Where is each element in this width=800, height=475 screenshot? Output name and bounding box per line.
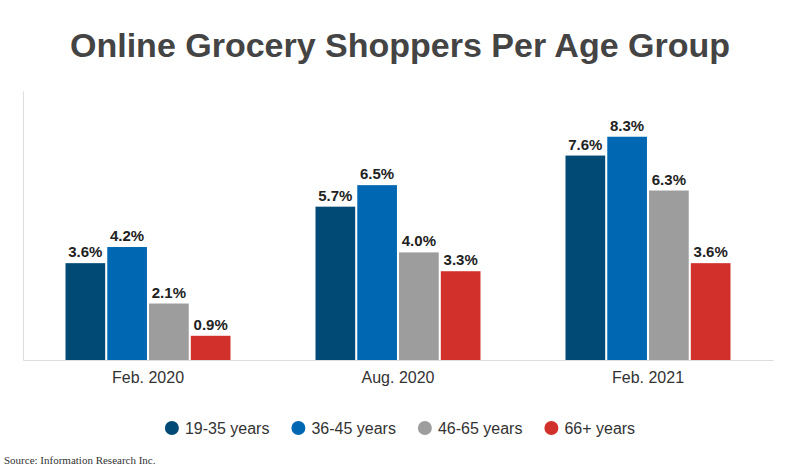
tick: Feb. 2021 bbox=[612, 360, 684, 386]
data-labels: 3.6% 5.7% 7.6% 4.2% 6.5% 8.3% 2.1% 4.0% 6.3% 0.9%… bbox=[68, 117, 728, 333]
legend-label: 19-35 years bbox=[185, 420, 270, 437]
tick-label: Feb. 2021 bbox=[612, 369, 684, 386]
chart: Online Grocery Shoppers Per Age Group 3.6… bbox=[0, 0, 800, 475]
bar bbox=[607, 137, 647, 360]
legend-label: 46-65 years bbox=[438, 420, 523, 437]
bar bbox=[691, 263, 731, 360]
data-label: 3.3% bbox=[444, 251, 478, 268]
bar bbox=[399, 252, 439, 360]
bars bbox=[66, 137, 731, 360]
legend-label: 36-45 years bbox=[311, 420, 396, 437]
bar bbox=[357, 185, 397, 360]
legend: 19-35 years 36-45 years 46-65 years 66+ yea… bbox=[165, 420, 635, 437]
bar bbox=[66, 263, 106, 360]
y-axis bbox=[23, 92, 24, 361]
y-axis-line bbox=[23, 92, 24, 361]
bar bbox=[191, 336, 231, 360]
legend-swatch bbox=[165, 421, 179, 435]
title: Online Grocery Shoppers Per Age Group bbox=[70, 26, 730, 64]
data-label: 2.1% bbox=[152, 284, 186, 301]
x-axis-line bbox=[24, 360, 774, 361]
data-label: 6.3% bbox=[652, 171, 686, 188]
legend-label: 66+ years bbox=[564, 420, 635, 437]
bar bbox=[441, 271, 481, 360]
data-label: 8.3% bbox=[610, 117, 644, 134]
data-label: 6.5% bbox=[360, 165, 394, 182]
bar bbox=[566, 156, 606, 360]
tick: Aug. 2020 bbox=[362, 360, 435, 386]
source: Source: Information Research Inc. bbox=[4, 454, 156, 466]
data-label: 3.6% bbox=[68, 243, 102, 260]
bar bbox=[649, 191, 689, 360]
legend-item: 36-45 years bbox=[291, 420, 396, 437]
x-axis: Feb. 2020 Aug. 2020 Feb. 2021 bbox=[24, 360, 774, 386]
bar bbox=[149, 304, 189, 360]
legend-swatch bbox=[291, 421, 305, 435]
legend-swatch bbox=[544, 421, 558, 435]
legend-item: 19-35 years bbox=[165, 420, 270, 437]
data-label: 0.9% bbox=[194, 316, 228, 333]
data-label: 3.6% bbox=[694, 243, 728, 260]
bar bbox=[316, 207, 356, 360]
data-label: 4.2% bbox=[110, 227, 144, 244]
data-label: 5.7% bbox=[318, 187, 352, 204]
legend-item: 66+ years bbox=[544, 420, 635, 437]
bar bbox=[107, 247, 147, 360]
legend-item: 46-65 years bbox=[418, 420, 523, 437]
data-label: 7.6% bbox=[568, 136, 602, 153]
legend-swatch bbox=[418, 421, 432, 435]
tick-label: Aug. 2020 bbox=[362, 369, 435, 386]
data-label: 4.0% bbox=[402, 232, 436, 249]
tick: Feb. 2020 bbox=[112, 360, 184, 386]
tick-label: Feb. 2020 bbox=[112, 369, 184, 386]
